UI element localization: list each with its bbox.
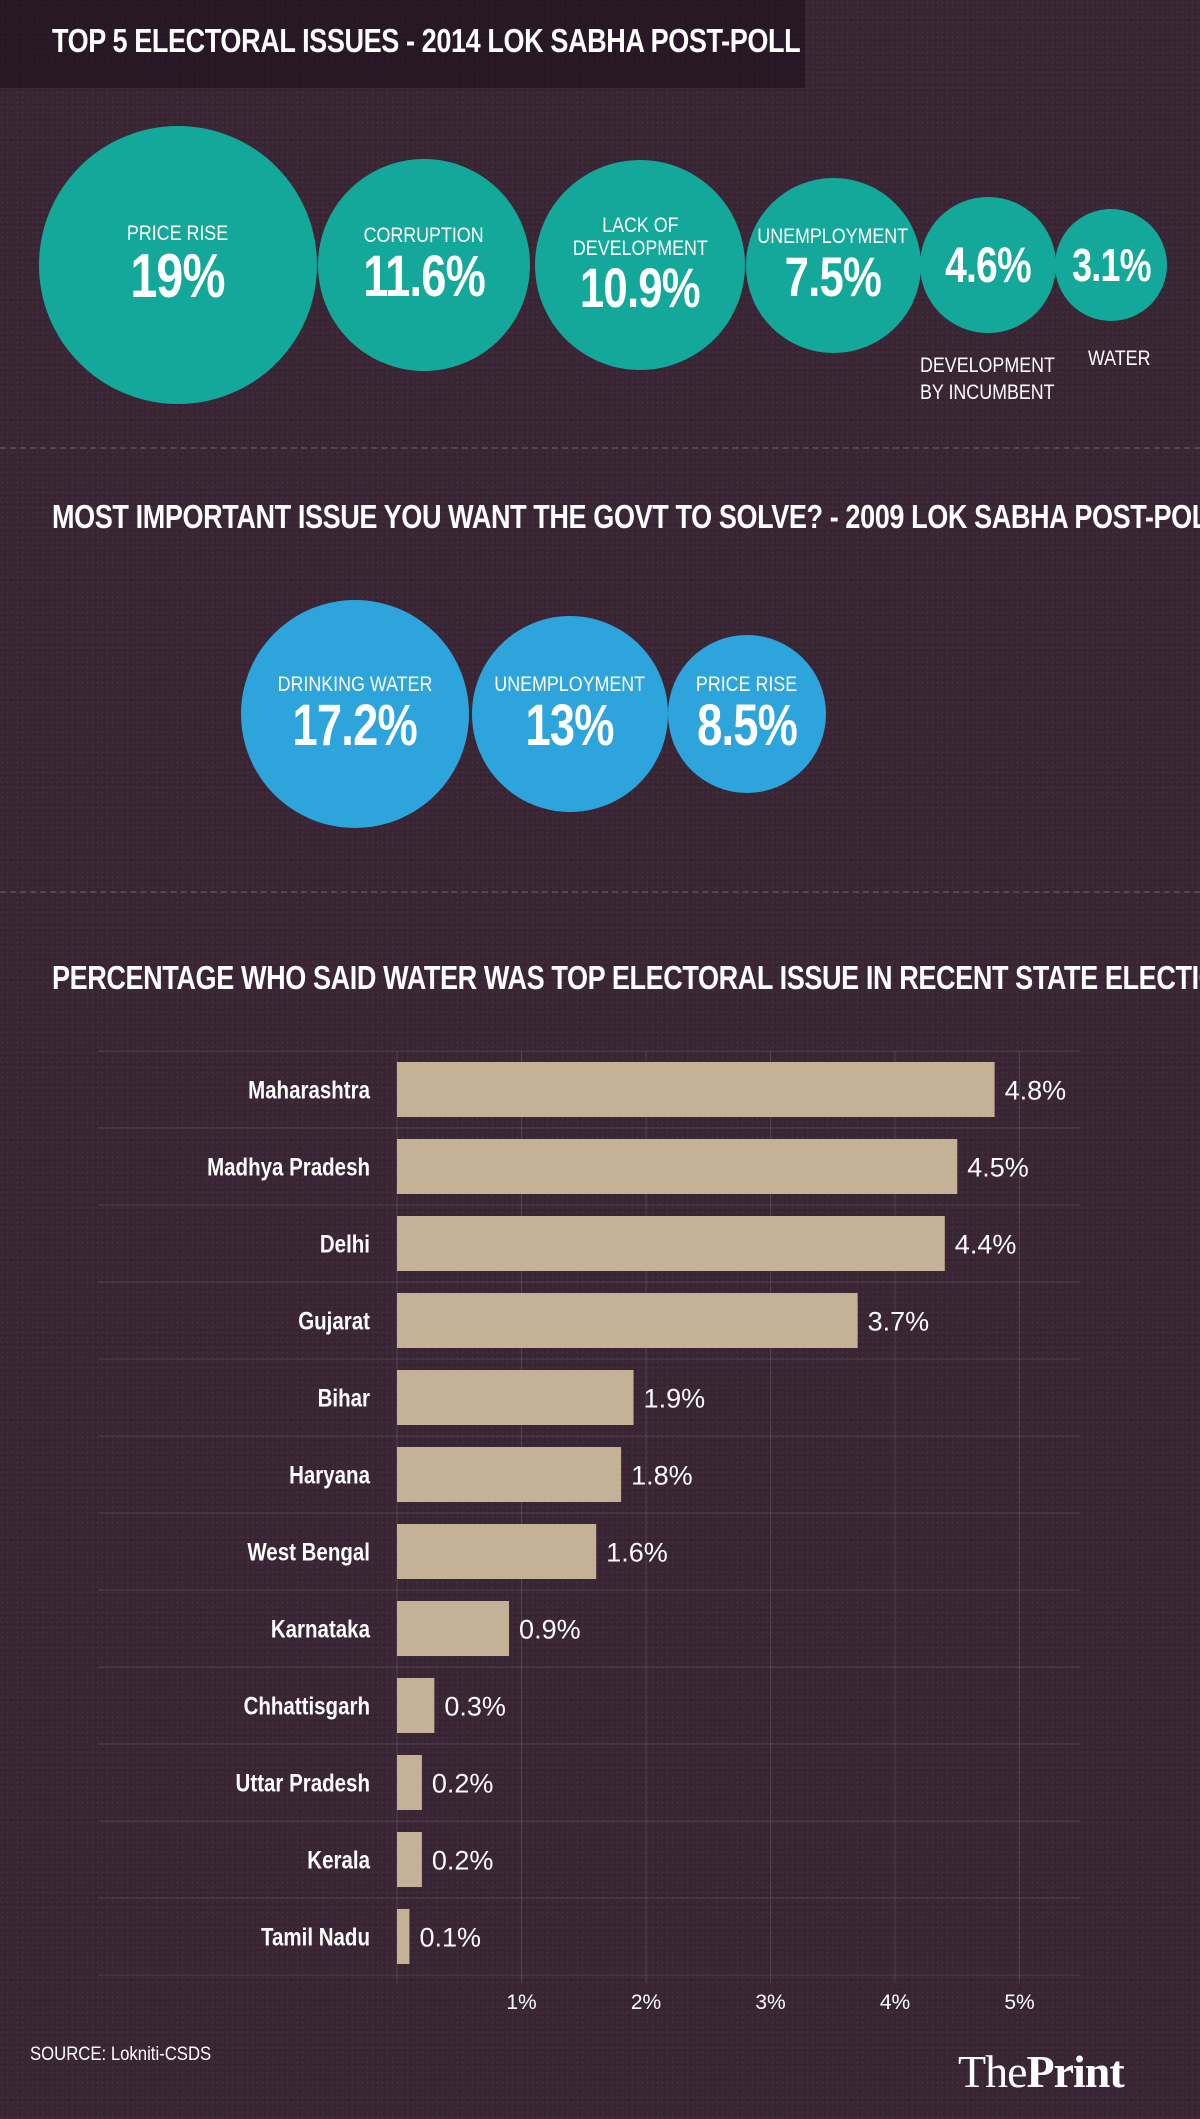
bubble-external-label: DEVELOPMENT BY INCUMBENT [920,354,1055,405]
bubble-development-by-incumbent: 4.6% [920,197,1056,333]
bubble-label: UNEMPLOYMENT [757,225,909,249]
bubble-unemployment: UNEMPLOYMENT 7.5% [745,177,921,353]
x-tick-label: 1% [506,1991,536,2014]
logo-part-print: Print [1026,2046,1125,2097]
bubble-water: 3.1% [1055,209,1167,321]
source-note: SOURCE: Lokniti-CSDS [30,2044,212,2065]
section-divider-2 [0,891,1200,893]
bubble-value: 3.1% [1071,239,1151,291]
bar-west-bengal [397,1524,597,1579]
bar-madhya-pradesh [397,1139,958,1194]
bar-uttar-pradesh [397,1755,422,1810]
bubble-label: PRICE RISE [127,222,229,246]
value-label: 1.8% [631,1461,693,1491]
value-label: 3.7% [868,1307,930,1337]
bubble-price-rise: PRICE RISE 8.5% [668,635,826,793]
category-label: West Bengal [247,1538,370,1566]
bubble-price-rise: PRICE RISE 19% [39,126,317,404]
value-label: 0.2% [432,1769,494,1799]
category-label: Maharashtra [248,1076,370,1104]
value-label: 0.3% [444,1692,506,1722]
bubble-value: 17.2% [292,692,418,758]
bar-tamil-nadu [397,1909,410,1964]
category-label: Haryana [289,1461,370,1489]
bubble-label: LACK OF DEVELOPMENT [572,213,708,260]
x-tick-label: 4% [880,1991,910,2014]
value-label: 1.9% [644,1384,706,1414]
value-label: 4.8% [1005,1076,1067,1106]
bubble-label: PRICE RISE [696,673,798,697]
bubble-value: 13% [525,692,615,758]
title-band [0,0,805,88]
bubble-lack-of-development: LACK OF DEVELOPMENT 10.9% [535,160,745,370]
category-label: Kerala [307,1846,370,1874]
category-label: Tamil Nadu [261,1923,370,1951]
bubble-label: CORRUPTION [363,224,484,248]
logo-part-the: The [958,2046,1028,2097]
category-label: Madhya Pradesh [207,1153,370,1181]
value-label: 4.5% [967,1153,1029,1183]
bubble-value: 7.5% [784,244,882,308]
chart-2-title: MOST IMPORTANT ISSUE YOU WANT THE GOVT T… [52,498,1200,535]
value-label: 4.4% [955,1230,1017,1260]
category-label: Chhattisgarh [244,1692,370,1720]
bar-kerala [397,1832,422,1887]
category-label: Gujarat [298,1307,370,1335]
bubble-label: UNEMPLOYMENT [494,673,646,697]
bubble-unemployment: UNEMPLOYMENT 13% [472,616,668,812]
value-label: 0.2% [432,1846,494,1876]
value-label: 0.1% [419,1923,481,1953]
bar-gujarat [397,1293,858,1348]
theprint-logo: ThePrint [958,2046,1125,2097]
value-label: 0.9% [519,1615,581,1645]
category-label: Bihar [318,1384,370,1412]
bar-maharashtra [397,1062,995,1117]
chart-3-title: PERCENTAGE WHO SAID WATER WAS TOP ELECTO… [52,959,1200,996]
bar-karnataka [397,1601,510,1656]
section-divider-1 [0,447,1200,449]
bubble-value: 10.9% [580,256,701,320]
x-tick-label: 3% [755,1991,785,2014]
x-tick-label: 5% [1004,1991,1034,2014]
category-label: Uttar Pradesh [236,1769,370,1797]
bubble-value: 19% [130,241,226,311]
bar-chhattisgarh [397,1678,435,1733]
bubble-value: 11.6% [363,243,486,309]
bubble-corruption: CORRUPTION 11.6% [318,159,530,371]
category-label: Delhi [320,1230,370,1258]
chart-1-title: TOP 5 ELECTORAL ISSUES - 2014 LOK SABHA … [52,22,801,59]
bubble-value: 8.5% [696,692,798,758]
bubble-external-label: WATER [1088,347,1151,370]
bar-haryana [397,1447,622,1502]
x-tick-label: 2% [631,1991,661,2014]
bar-delhi [397,1216,945,1271]
bubble-value: 4.6% [945,237,1032,293]
value-label: 1.6% [606,1538,668,1568]
bubble-label: DRINKING WATER [277,673,433,697]
bubble-drinking-water: DRINKING WATER 17.2% [241,600,469,828]
category-label: Karnataka [271,1615,370,1643]
bar-bihar [397,1370,634,1425]
